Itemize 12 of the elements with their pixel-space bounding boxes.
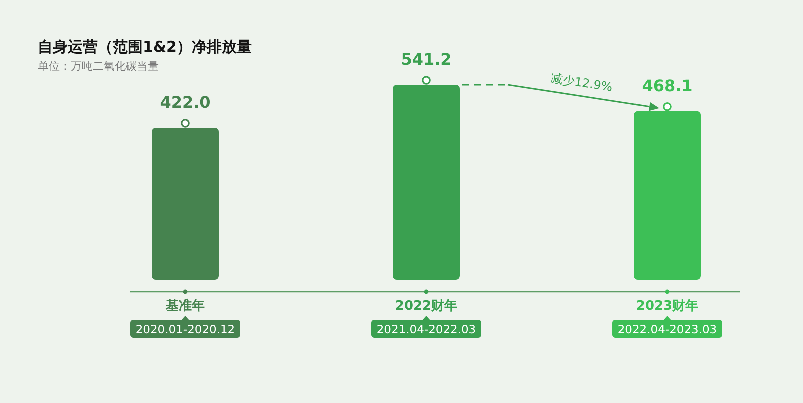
- x-tick-label: 2022财年: [395, 299, 458, 314]
- chart-title: 自身运营（范围1&2）净排放量: [38, 38, 252, 56]
- x-tick-label: 2023财年: [636, 299, 699, 314]
- chart-subtitle: 单位：万吨二氧化碳当量: [38, 60, 159, 73]
- data-label: 422.0: [160, 92, 211, 112]
- text: 2022.04-2023.03: [618, 322, 718, 336]
- x-tick-label: 基准年: [165, 298, 205, 314]
- data-label: 468.1: [642, 76, 693, 96]
- text: 2021.04-2022.03: [376, 322, 476, 336]
- annotation: 减少12.9%: [550, 71, 614, 94]
- data-label: 541.2: [401, 50, 452, 69]
- text: 2020.01-2020.12: [136, 322, 236, 336]
